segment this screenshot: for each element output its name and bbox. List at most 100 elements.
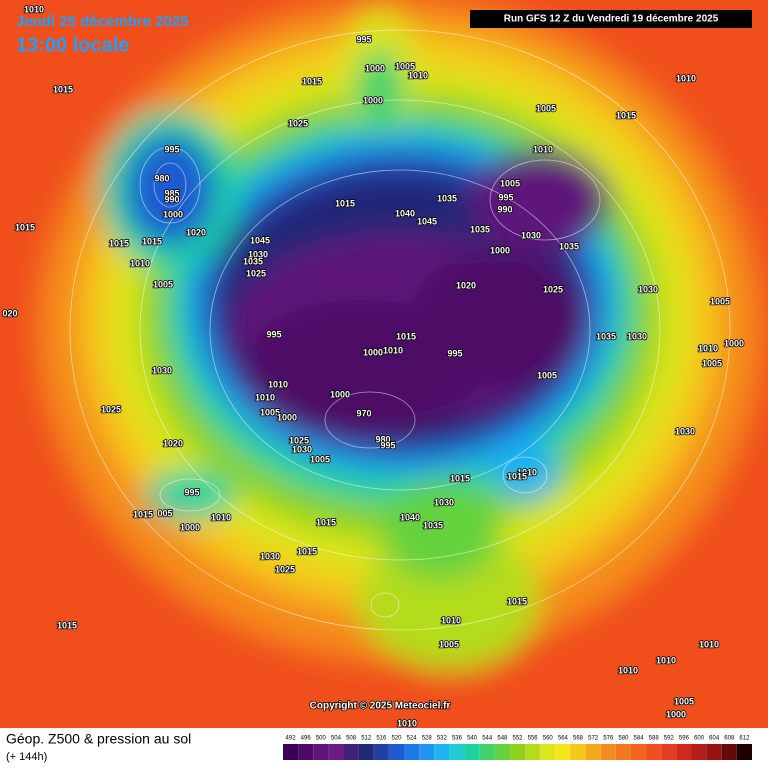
isobar-label: 995 [380, 440, 395, 450]
isobar-label: 1010 [211, 512, 231, 522]
isobar-label: 1025 [246, 268, 266, 278]
isobar-label: 1015 [316, 517, 336, 527]
isobar-label: 1030 [434, 497, 454, 507]
forecast-date: Jeudi 25 décembre 2025 [16, 13, 189, 30]
field-band [125, 135, 215, 245]
isobar-label: 990 [164, 194, 179, 204]
isobar-label: 1040 [395, 208, 415, 218]
scale-cell [555, 744, 571, 760]
scale-cell [600, 744, 616, 760]
scale-label: 576 [603, 736, 614, 742]
isobar-label: 1025 [543, 284, 563, 294]
isobar-label: 1035 [437, 193, 457, 203]
isobar-label: 1010 [255, 392, 275, 402]
isobar-label: 1005 [710, 296, 730, 306]
isobar-label: 1000 [724, 338, 744, 348]
isobar-label: 1010 [397, 718, 417, 728]
isobar-label: 1030 [152, 365, 172, 375]
isobar-label: 1005 [674, 696, 694, 706]
scale-label: 552 [512, 736, 523, 742]
isobar-label: 980 [154, 173, 169, 183]
scale-cell [494, 744, 510, 760]
scale-label: 600 [694, 736, 705, 742]
isobar-label: 005 [157, 508, 172, 518]
scale-label: 604 [709, 736, 720, 742]
scale-label: 560 [543, 736, 554, 742]
isobar-label: 1030 [260, 551, 280, 561]
isobar-label: 1005 [260, 407, 280, 417]
scale-cell [540, 744, 556, 760]
isobar-label: 995 [164, 144, 179, 154]
isobar-label: 1000 [363, 95, 383, 105]
scale-label: 496 [301, 736, 312, 742]
isobar-label: 1030 [292, 444, 312, 454]
scale-label: 588 [649, 736, 660, 742]
isobar-label: 1035 [470, 224, 490, 234]
isobar-label: 1005 [536, 103, 556, 113]
scale-label: 508 [346, 736, 357, 742]
isobar-label: 995 [356, 34, 371, 44]
isobar-label: 1025 [288, 118, 308, 128]
isobar-label: 1000 [365, 63, 385, 73]
scale-cell [419, 744, 435, 760]
isobar-label: 1025 [101, 404, 121, 414]
isobar-label: 990 [497, 204, 512, 214]
isobar-label: 1010 [698, 343, 718, 353]
isobar-label: 970 [356, 408, 371, 418]
scale-cell [706, 744, 722, 760]
isobar-label: 1010 [656, 655, 676, 665]
scale-cell [283, 744, 299, 760]
isobar-label: 1015 [396, 331, 416, 341]
scale-cell [313, 744, 329, 760]
scale-label: 540 [467, 736, 478, 742]
scale-label: 556 [528, 736, 539, 742]
footer-subtitle: (+ 144h) [6, 751, 47, 763]
isobar-label: 1015 [507, 596, 527, 606]
forecast-time: 13:00 locale [16, 34, 129, 56]
scale-label: 524 [407, 736, 418, 742]
isobar-label: 1030 [248, 249, 268, 259]
scale-cell [676, 744, 692, 760]
scale-cell [479, 744, 495, 760]
scale-cell [615, 744, 631, 760]
isobar-label: 1015 [133, 509, 153, 519]
isobar-label: 1010 [699, 639, 719, 649]
isobar-label: 1010 [383, 345, 403, 355]
scale-cell [585, 744, 601, 760]
scale-cell [464, 744, 480, 760]
scale-cell [343, 744, 359, 760]
isobar-label: 1035 [243, 256, 263, 266]
isobar-label: 1015 [335, 198, 355, 208]
isobar-label: 1020 [456, 280, 476, 290]
isobar-label: 995 [447, 348, 462, 358]
scale-cell [661, 744, 677, 760]
scale-label: 528 [422, 736, 433, 742]
isobar-label: 1010 [441, 615, 461, 625]
isobar-label: 1015 [142, 236, 162, 246]
isobar-label: 1015 [109, 238, 129, 248]
isobar-label: 995 [266, 329, 281, 339]
isobar-label: 020 [2, 308, 17, 318]
color-scale: 492 496 500 504 508 512 516 520 524 528 532 536 540 5… [283, 736, 752, 760]
scale-label: 532 [437, 736, 448, 742]
field-band [355, 50, 405, 130]
scale-label: 580 [618, 736, 629, 742]
scale-cell [298, 744, 314, 760]
scale-cell [449, 744, 465, 760]
field-band [410, 250, 590, 390]
field-band [380, 480, 500, 580]
scale-cell [630, 744, 647, 760]
isobar-label: 1010 [24, 4, 44, 14]
scale-label: 572 [588, 736, 599, 742]
scale-label: 536 [452, 736, 463, 742]
copyright: Copyright © 2025 Meteociel.fr [310, 701, 451, 712]
footer-title: Géop. Z500 & pression au sol [6, 731, 191, 747]
scale-label: 596 [679, 736, 690, 742]
scale-cell [404, 744, 420, 760]
scale-label: 492 [286, 736, 297, 742]
isobar-label: 1000 [363, 347, 383, 357]
field-band [490, 440, 560, 500]
isobar-label: 1020 [186, 227, 206, 237]
isobar-lines [69, 29, 731, 631]
